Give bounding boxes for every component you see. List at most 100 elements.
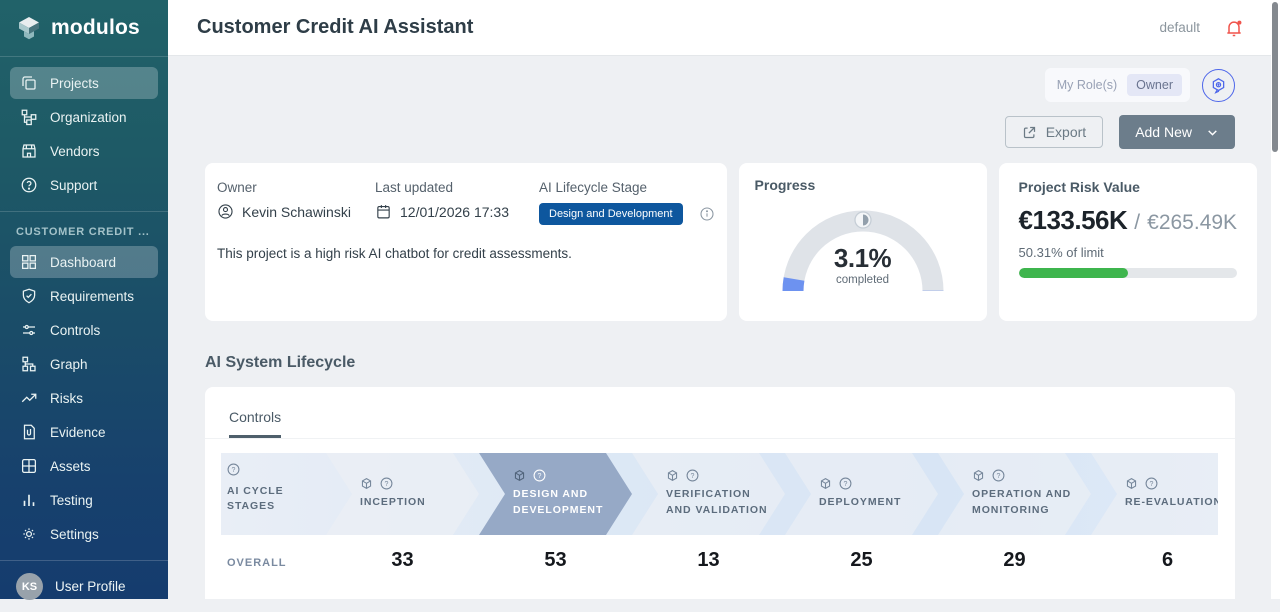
sidebar-item-dashboard[interactable]: Dashboard [10,246,158,278]
sidebar-item-testing[interactable]: Testing [10,484,158,516]
role-owner-chip: Owner [1127,74,1182,96]
svg-text:?: ? [232,467,236,474]
sliders-icon [20,321,38,339]
top-header: Customer Credit AI Assistant default [168,0,1280,56]
svg-text:?: ? [538,473,542,480]
question-circle-icon[interactable]: ? [533,469,546,482]
stage-name: DESIGN AND DEVELOPMENT [513,487,621,519]
sidebar-item-settings[interactable]: Settings [10,518,158,550]
bar-chart-icon [20,491,38,509]
sidebar-item-support[interactable]: Support [10,169,158,201]
sidebar: modulos Projects Organization Vendors Su… [0,0,168,599]
progress-title: Progress [755,177,971,193]
progress-caption: completed [777,274,949,286]
sidebar-item-label: Risks [50,391,83,406]
folders-icon [20,74,38,92]
stage-name: INCEPTION [360,495,468,511]
overall-value-inception: 33 [326,549,479,572]
notifications-bell-icon[interactable] [1224,18,1244,38]
sidebar-item-label: Testing [50,493,93,508]
sidebar-item-controls[interactable]: Controls [10,314,158,346]
sidebar-item-evidence[interactable]: Evidence [10,416,158,448]
logo-wordmark: modulos [51,16,140,40]
info-icon[interactable] [699,206,715,222]
risk-value-card: Project Risk Value €133.56K / €265.49K 5… [999,163,1258,321]
risk-caption: 50.31% of limit [1019,245,1238,260]
export-button[interactable]: Export [1005,116,1103,148]
svg-text:?: ? [1150,481,1154,488]
sidebar-item-requirements[interactable]: Requirements [10,280,158,312]
chevron-down-icon [1206,126,1219,139]
sidebar-item-organization[interactable]: Organization [10,101,158,133]
stage-re-evaluation[interactable]: ? RE-EVALUATION [1091,453,1218,535]
tab-controls[interactable]: Controls [229,409,281,438]
sidebar-item-label: Controls [50,323,100,338]
stage-inception[interactable]: ? INCEPTION [326,453,479,535]
ai-assistant-button[interactable] [1202,69,1235,102]
logo[interactable]: modulos [0,0,168,56]
graph-nodes-icon [20,355,38,373]
user-profile[interactable]: KS User Profile [0,560,168,612]
add-new-label: Add New [1135,124,1192,140]
stage-band: ? AI CYCLE STAGES ? INCEPTION [221,453,1218,535]
trend-up-icon [20,389,38,407]
sidebar-item-label: Support [50,178,97,193]
last-updated-value: 12/01/2026 17:33 [400,204,509,220]
dashboard-icon [20,253,38,271]
calendar-icon [375,203,392,220]
question-circle-icon[interactable]: ? [227,463,240,476]
cube-icon [666,469,679,482]
overall-value-reevaluation: 6 [1091,549,1235,572]
stage-name: RE-EVALUATION [1125,495,1218,511]
avatar: KS [16,573,43,600]
sidebar-item-vendors[interactable]: Vendors [10,135,158,167]
stage-design-and-development[interactable]: ? DESIGN AND DEVELOPMENT [479,453,632,535]
sidebar-item-risks[interactable]: Risks [10,382,158,414]
sidebar-item-projects[interactable]: Projects [10,67,158,99]
question-circle-icon[interactable]: ? [686,469,699,482]
stage-band-header-label: AI CYCLE STAGES [227,484,289,514]
sidebar-main-nav: Projects Organization Vendors Support [0,57,168,211]
stage-name: VERIFICATION AND VALIDATION [666,487,774,519]
last-updated-label: Last updated [375,180,539,195]
sidebar-item-label: Projects [50,76,99,91]
question-circle-icon[interactable]: ? [380,477,393,490]
cube-icon [819,477,832,490]
lifecycle-card: Controls ? AI CYCLE STAGES ? INCEPTI [205,387,1235,599]
modulos-logo-icon [16,15,42,41]
add-new-button[interactable]: Add New [1119,115,1235,149]
scrollbar-thumb[interactable] [1272,2,1278,152]
risk-limit-value: €265.49K [1147,211,1237,235]
sidebar-item-graph[interactable]: Graph [10,348,158,380]
sidebar-item-label: Graph [50,357,88,372]
sidebar-item-label: Vendors [50,144,100,159]
question-circle-icon[interactable]: ? [992,469,1005,482]
svg-text:?: ? [844,481,848,488]
overall-value-operation: 29 [938,549,1091,572]
my-roles-pill: My Role(s) Owner [1045,68,1190,102]
vertical-scrollbar[interactable] [1271,0,1280,599]
stage-operation-and-monitoring[interactable]: ? OPERATION AND MONITORING [938,453,1091,535]
sidebar-item-label: Organization [50,110,127,125]
stage-verification-and-validation[interactable]: ? VERIFICATION AND VALIDATION [632,453,785,535]
svg-text:?: ? [997,473,1001,480]
gear-icon [20,525,38,543]
person-icon [217,203,234,220]
risk-current-value: €133.56K [1019,205,1128,236]
question-circle-icon[interactable]: ? [839,477,852,490]
stage-name: OPERATION AND MONITORING [972,487,1080,519]
stage-band-scroller[interactable]: ? AI CYCLE STAGES ? INCEPTION [221,453,1218,535]
overall-value-verification: 13 [632,549,785,572]
svg-text:?: ? [385,481,389,488]
workspace-selector[interactable]: default [1159,20,1200,35]
question-circle-icon[interactable]: ? [1145,477,1158,490]
shield-check-icon [20,287,38,305]
project-section-label: CUSTOMER CREDIT ... [0,212,168,244]
project-description: This project is a high risk AI chatbot f… [217,246,715,261]
roles-label: My Role(s) [1057,78,1117,92]
cube-icon [1125,477,1138,490]
cube-icon [360,477,373,490]
overall-value-deployment: 25 [785,549,938,572]
stage-deployment[interactable]: ? DEPLOYMENT [785,453,938,535]
sidebar-item-assets[interactable]: Assets [10,450,158,482]
